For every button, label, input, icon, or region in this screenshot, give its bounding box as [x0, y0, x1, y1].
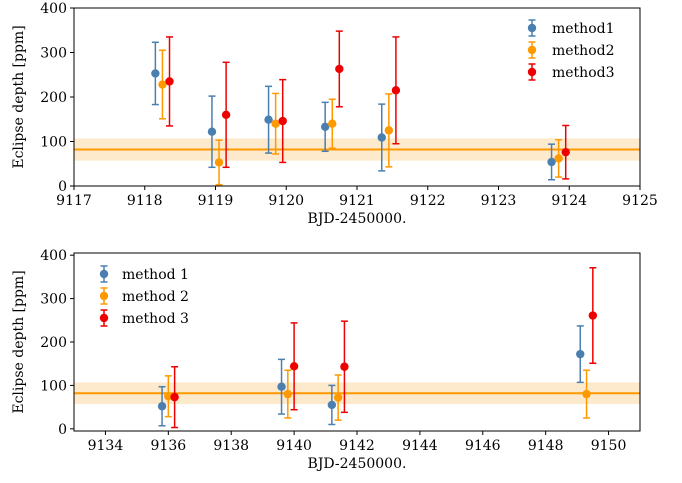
y-tick-label: 200	[40, 90, 67, 106]
data-point	[547, 157, 556, 167]
x-tick-label: 9140	[276, 438, 312, 454]
data-point	[328, 119, 337, 128]
y-tick-label: 300	[40, 46, 67, 62]
legend-marker	[99, 269, 109, 279]
series-2	[164, 369, 591, 421]
x-tick-label: 9118	[127, 193, 163, 209]
data-point	[576, 349, 585, 359]
x-tick-label: 9123	[481, 193, 517, 209]
chart-panel-1: 9117 9118 9119 9120 9121 9122 9123 9124 9125 0 100…	[11, 1, 658, 227]
legend-item-3: method3	[527, 63, 615, 81]
y-tick-label: 200	[40, 335, 67, 351]
x-tick-label: 9122	[410, 193, 446, 209]
legend: method 1 method 2 method 3	[99, 265, 189, 327]
data-point	[384, 126, 394, 135]
data-point	[277, 382, 286, 391]
x-axis-label: BJD-2450000.	[308, 456, 407, 472]
data-point	[157, 402, 167, 411]
legend-marker	[99, 291, 109, 301]
x-tick-label: 9117	[56, 193, 92, 209]
y-tick-label: 400	[40, 1, 67, 17]
y-tick-label: 100	[40, 378, 67, 394]
legend-label: method 2	[122, 289, 189, 305]
data-point	[327, 400, 337, 410]
y-tick-label: 0	[58, 422, 67, 438]
y-tick-label: 100	[40, 135, 67, 151]
series-1	[151, 41, 556, 181]
y-axis-label: Eclipse depth [ppm]	[11, 25, 27, 168]
legend-item-2: method 2	[99, 287, 189, 305]
chart-panel-2: 9134 9136 9138 9140 9142 9144 9146 9148 9150 0 100…	[11, 248, 641, 472]
series-3	[170, 267, 598, 429]
data-point	[554, 154, 563, 163]
data-point	[164, 392, 173, 401]
data-point	[278, 116, 287, 126]
data-point	[221, 110, 231, 120]
legend-item-3: method 3	[99, 309, 189, 327]
data-point	[207, 127, 217, 136]
series-3	[165, 30, 570, 180]
x-tick-label: 9119	[198, 193, 234, 209]
legend: method1 method2 method3	[527, 19, 615, 81]
x-tick-label: 9124	[551, 193, 587, 209]
data-point	[214, 158, 224, 167]
y-tick-label: 0	[58, 179, 67, 195]
x-tick-label: 9150	[591, 438, 627, 454]
data-point	[333, 393, 343, 402]
legend-marker	[99, 313, 109, 323]
legend-label: method1	[552, 21, 615, 37]
data-point	[561, 147, 570, 157]
x-tick-label: 9138	[213, 438, 249, 454]
legend-label: method2	[552, 43, 615, 59]
y-axis-label: Eclipse depth [ppm]	[11, 270, 27, 413]
data-point	[335, 64, 344, 74]
legend-item-1: method1	[527, 19, 615, 37]
legend-item-2: method2	[527, 41, 615, 59]
x-tick-label: 9136	[151, 438, 187, 454]
data-point	[264, 115, 273, 124]
data-point	[158, 80, 167, 89]
legend-label: method 3	[122, 311, 189, 327]
data-point	[165, 77, 174, 86]
series-1	[157, 325, 585, 427]
legend-marker	[527, 23, 537, 33]
data-point	[320, 122, 330, 132]
legend-label: method3	[552, 65, 615, 81]
x-tick-label: 9144	[402, 438, 438, 454]
data-point	[582, 389, 591, 399]
data-point	[377, 133, 386, 142]
data-point	[271, 119, 280, 128]
x-tick-label: 9134	[88, 438, 124, 454]
legend-label: method 1	[122, 267, 189, 283]
data-point	[289, 362, 299, 371]
data-point	[588, 311, 598, 320]
x-tick-label: 9125	[622, 193, 658, 209]
series-2	[158, 49, 563, 186]
legend-marker	[527, 45, 537, 55]
legend-item-1: method 1	[99, 265, 189, 283]
data-point	[283, 389, 293, 399]
legend-marker	[527, 67, 537, 77]
x-tick-label: 9120	[268, 193, 304, 209]
data-point	[340, 362, 349, 371]
x-axis-label: BJD-2450000.	[308, 211, 407, 227]
y-tick-label: 300	[40, 292, 67, 308]
data-point	[170, 392, 179, 402]
x-tick-label: 9148	[528, 438, 564, 454]
data-point	[151, 69, 160, 78]
x-tick-label: 9142	[339, 438, 375, 454]
x-tick-label: 9121	[339, 193, 375, 209]
y-tick-label: 400	[40, 248, 67, 264]
x-tick-label: 9146	[465, 438, 501, 454]
data-point	[391, 86, 401, 95]
